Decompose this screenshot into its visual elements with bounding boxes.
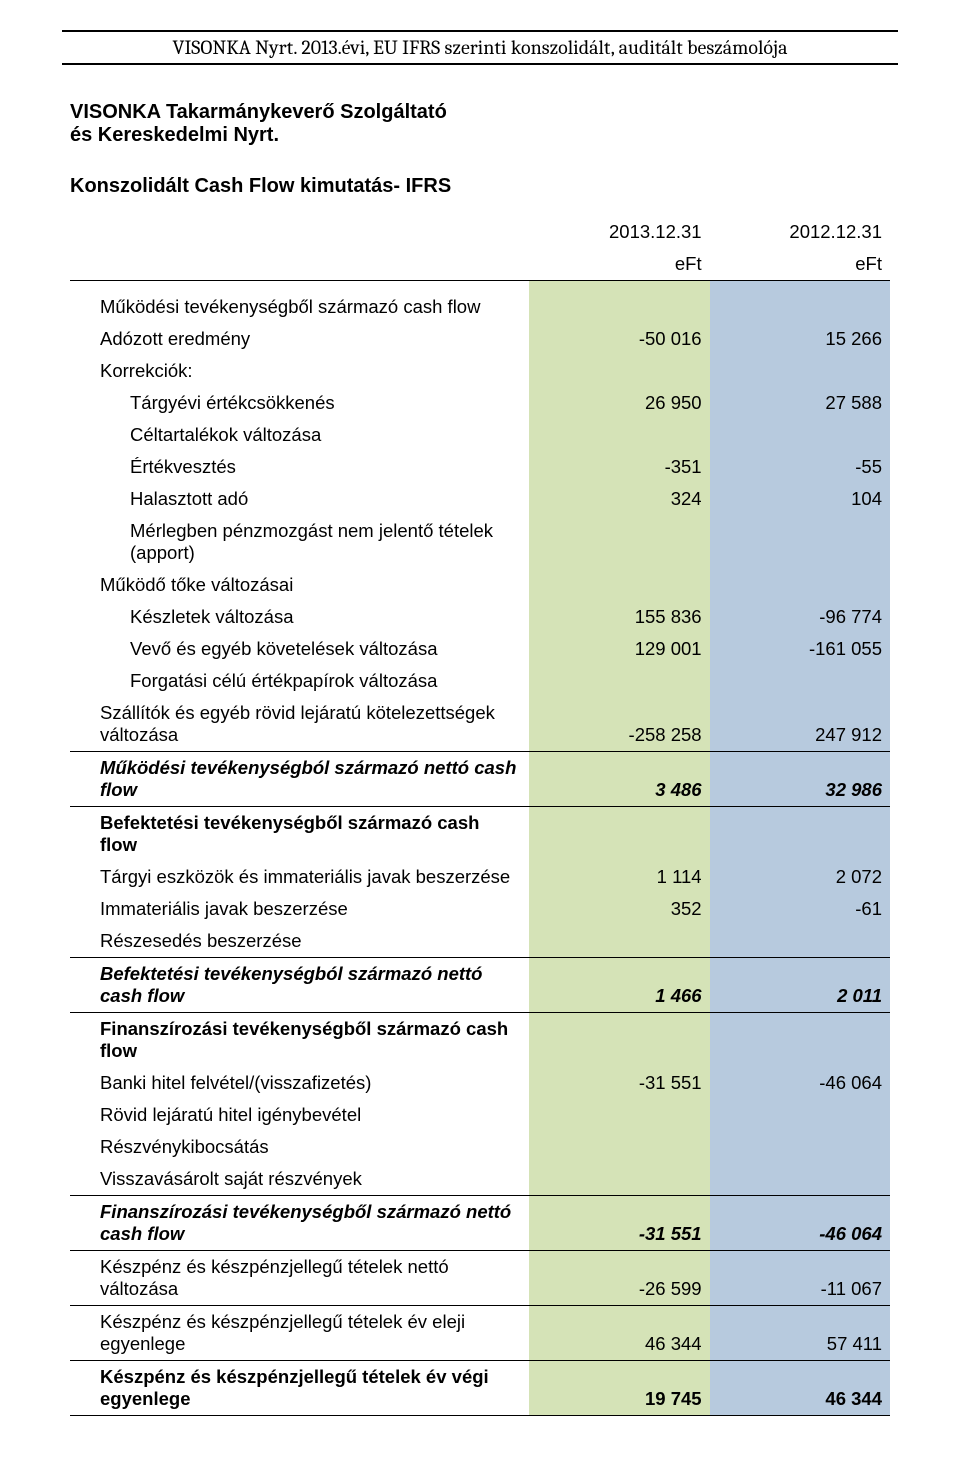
row-ev-vegi: Készpénz és készpénzjellegű tételek év v… (70, 1360, 890, 1415)
row-vevo: Vevő és egyéb követelések változása 129 … (70, 633, 890, 665)
row-ertekv: Értékvesztés -351 -55 (70, 451, 890, 483)
page-header: VISONKA Nyrt. 2013.évi, EU IFRS szerinti… (70, 34, 890, 63)
col-a-units: eFt (529, 248, 709, 281)
row-forgat: Forgatási célú értékpapírok változása (70, 665, 890, 697)
col-a-date: 2013.12.31 (529, 216, 709, 248)
column-header-dates: 2013.12.31 2012.12.31 (70, 216, 890, 248)
row-op-net: Működési tevékenységból származó nettó c… (70, 751, 890, 806)
company-line1: VISONKA Takarmánykeverő Szolgáltató (70, 101, 890, 124)
row-fin-net: Finanszírozási tevékenységből származó n… (70, 1195, 890, 1250)
header-rule-bottom (62, 63, 898, 65)
row-mukodo-toke: Működő tőke változásai (70, 569, 890, 601)
section-fin-header: Finanszírozási tevékenységből származó c… (70, 1012, 890, 1067)
row-vissza: Visszavásárolt saját részvények (70, 1163, 890, 1196)
document-title: Konszolidált Cash Flow kimutatás- IFRS (70, 175, 890, 198)
row-reszveny: Részvénykibocsátás (70, 1131, 890, 1163)
section-inv-header: Befektetési tevékenységből származó cash… (70, 806, 890, 861)
row-adozott: Adózott eredmény -50 016 15 266 (70, 323, 890, 355)
section-op-header: Működési tevékenységből származó cash fl… (70, 291, 890, 323)
row-reszesedes: Részesedés beszerzése (70, 925, 890, 958)
row-merleg: Mérlegben pénzmozgást nem jelentő tétele… (70, 515, 890, 569)
row-keszlet: Készletek változása 155 836 -96 774 (70, 601, 890, 633)
col-b-date: 2012.12.31 (710, 216, 890, 248)
row-targyevi: Tárgyévi értékcsökkenés 26 950 27 588 (70, 387, 890, 419)
row-immat: Immateriális javak beszerzése 352 -61 (70, 893, 890, 925)
company-line2: és Kereskedelmi Nyrt. (70, 124, 890, 147)
row-korrekciok: Korrekciók: (70, 355, 890, 387)
row-rovid: Rövid lejáratú hitel igénybevétel (70, 1099, 890, 1131)
row-banki: Banki hitel felvétel/(visszafizetés) -31… (70, 1067, 890, 1099)
row-celtart: Céltartalékok változása (70, 419, 890, 451)
cashflow-table: 2013.12.31 2012.12.31 eFt eFt Működési t… (70, 216, 890, 1416)
header-rule-top (62, 30, 898, 32)
page-container: VISONKA Nyrt. 2013.évi, EU IFRS szerinti… (0, 0, 960, 1466)
col-b-units: eFt (710, 248, 890, 281)
row-ev-eleji: Készpénz és készpénzjellegű tételek év e… (70, 1305, 890, 1360)
row-szallitok: Szállítók és egyéb rövid lejáratú kötele… (70, 697, 890, 752)
row-halaszt: Halasztott adó 324 104 (70, 483, 890, 515)
row-netto-valt: Készpénz és készpénzjellegű tételek nett… (70, 1250, 890, 1305)
column-header-units: eFt eFt (70, 248, 890, 281)
row-targyi: Tárgyi eszközök és immateriális javak be… (70, 861, 890, 893)
row-inv-net: Befektetési tevékenységból származó nett… (70, 957, 890, 1012)
